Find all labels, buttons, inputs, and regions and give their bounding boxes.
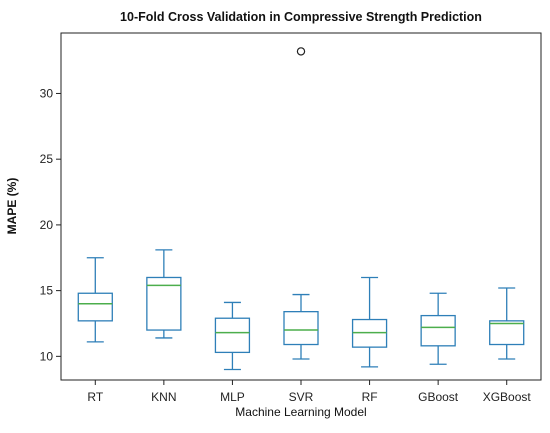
box-svr — [283, 47, 319, 360]
y-axis: 10 15 20 25 30 — [40, 86, 61, 363]
box-xgboost — [489, 287, 525, 360]
iqr-box — [283, 311, 319, 346]
iqr-box — [146, 276, 182, 331]
y-tick-label: 20 — [40, 218, 54, 232]
x-tick-label: RT — [87, 390, 103, 404]
chart-title: 10-Fold Cross Validation in Compressive … — [120, 10, 482, 24]
x-tick-label: MLP — [220, 390, 245, 404]
iqr-box — [420, 314, 456, 347]
plot-area-frame — [60, 32, 542, 381]
box-gboost — [420, 292, 456, 365]
iqr-box — [214, 317, 251, 354]
x-axis: RT KNN MLP SVR RF GBoost XGBoost — [87, 380, 531, 404]
box-mlp — [214, 301, 251, 371]
x-tick-label: XGBoost — [483, 390, 532, 404]
x-tick-label: RF — [362, 390, 378, 404]
iqr-box — [77, 292, 113, 322]
box-rf — [351, 276, 388, 368]
y-tick-label: 15 — [40, 284, 54, 298]
x-tick-label: KNN — [151, 390, 176, 404]
y-tick-label: 10 — [40, 349, 54, 363]
y-tick-label: 25 — [40, 152, 54, 166]
x-tick-label: GBoost — [418, 390, 459, 404]
y-tick-label: 30 — [40, 86, 54, 100]
x-axis-label: Machine Learning Model — [235, 405, 366, 419]
box-knn — [146, 249, 182, 339]
boxes-group — [77, 47, 525, 371]
y-axis-label: MAPE (%) — [5, 178, 19, 235]
outlier-point — [296, 47, 306, 56]
x-tick-label: SVR — [289, 390, 314, 404]
box-rt — [77, 257, 113, 343]
iqr-box — [489, 320, 525, 346]
